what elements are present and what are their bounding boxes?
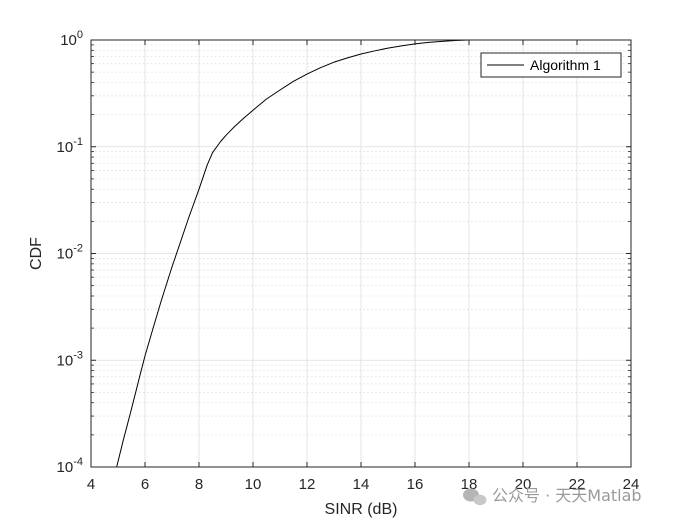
y-axis-label: CDF (28, 237, 45, 270)
y-tick-exponent: -2 (73, 243, 83, 255)
y-tick-label: 10-2 (57, 243, 83, 263)
y-tick-exponent: 0 (77, 29, 83, 41)
y-tick-base: 10 (57, 139, 74, 156)
x-tick-label: 14 (353, 476, 370, 493)
watermark: 公众号 · 天天Matlab (463, 486, 642, 506)
y-tick-label: 100 (60, 29, 83, 49)
x-tick-label: 4 (87, 476, 95, 493)
y-tick-exponent: -1 (73, 136, 83, 148)
y-tick-base: 10 (57, 459, 74, 476)
x-tick-labels: 4 6 8 10 12 14 16 18 20 22 24 (87, 476, 640, 493)
x-tick-label: 6 (141, 476, 149, 493)
legend: Algorithm 1 (480, 52, 622, 78)
y-tick-base: 10 (60, 32, 77, 49)
major-grid (91, 40, 631, 467)
axis-ticks (90, 39, 632, 468)
y-tick-label: 10-4 (57, 456, 83, 476)
watermark-text: 公众号 · 天天Matlab (492, 486, 642, 505)
x-tick-label: 12 (299, 476, 316, 493)
x-axis-label: SINR (dB) (325, 501, 398, 518)
x-tick-label: 20 (515, 476, 532, 493)
y-tick-base: 10 (57, 246, 74, 263)
series-line (116, 39, 475, 468)
y-tick-label: 10-3 (57, 349, 83, 369)
series-layer (116, 39, 475, 468)
x-tick-label: 8 (195, 476, 203, 493)
wechat-icon (463, 488, 487, 506)
y-tick-exponent: -4 (73, 456, 83, 468)
legend-entry-label: Algorithm 1 (530, 57, 601, 73)
x-tick-label: 16 (407, 476, 424, 493)
y-tick-label: 10-1 (57, 136, 83, 156)
y-tick-exponent: -3 (73, 349, 83, 361)
x-tick-label: 10 (245, 476, 262, 493)
x-tick-label: 24 (623, 476, 640, 493)
y-tick-base: 10 (57, 352, 74, 369)
x-tick-label: 22 (569, 476, 586, 493)
